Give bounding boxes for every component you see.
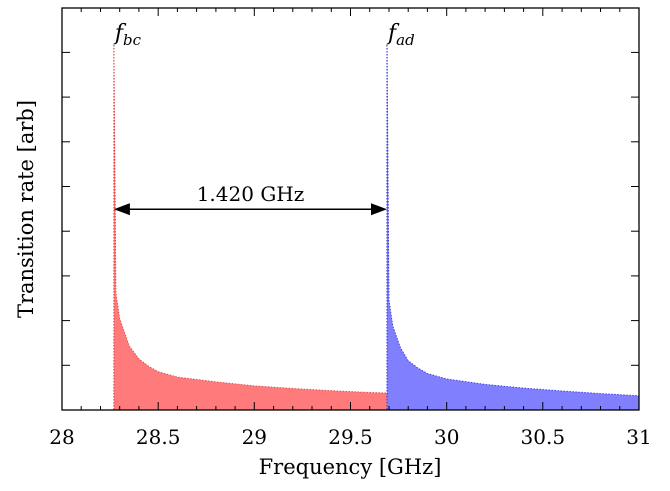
peak-label-left: fbc: [113, 21, 142, 49]
x-tick-label-2: 29: [242, 425, 267, 449]
arrow-head-right: [371, 203, 387, 216]
peak-label-right: fad: [386, 21, 415, 49]
x-tick-label-3: 29.5: [328, 425, 373, 449]
y-axis-title: Transition rate [arb]: [14, 100, 38, 318]
x-tick-label-4: 30: [434, 425, 459, 449]
x-tick-label-6: 31: [626, 425, 651, 449]
arrow-label: 1.420 GHz: [197, 182, 305, 206]
x-axis-title: Frequency [GHz]: [259, 455, 442, 479]
series-1-area: [387, 45, 639, 410]
x-tick-label-0: 28: [49, 425, 74, 449]
x-tick-label-5: 30.5: [521, 425, 566, 449]
area-layer: [113, 44, 640, 410]
series-1-edge: [386, 44, 640, 397]
series-0-area: [113, 45, 639, 410]
arrow-head-left: [113, 203, 130, 216]
x-tick-label-1: 28.5: [136, 425, 181, 449]
annotation-layer: fbc fad 1.420 GHz: [113, 21, 415, 216]
series-0-edge: [113, 44, 640, 400]
tick-layer: 28 28.5 29 29.5 30 30.5 31: [49, 8, 652, 449]
